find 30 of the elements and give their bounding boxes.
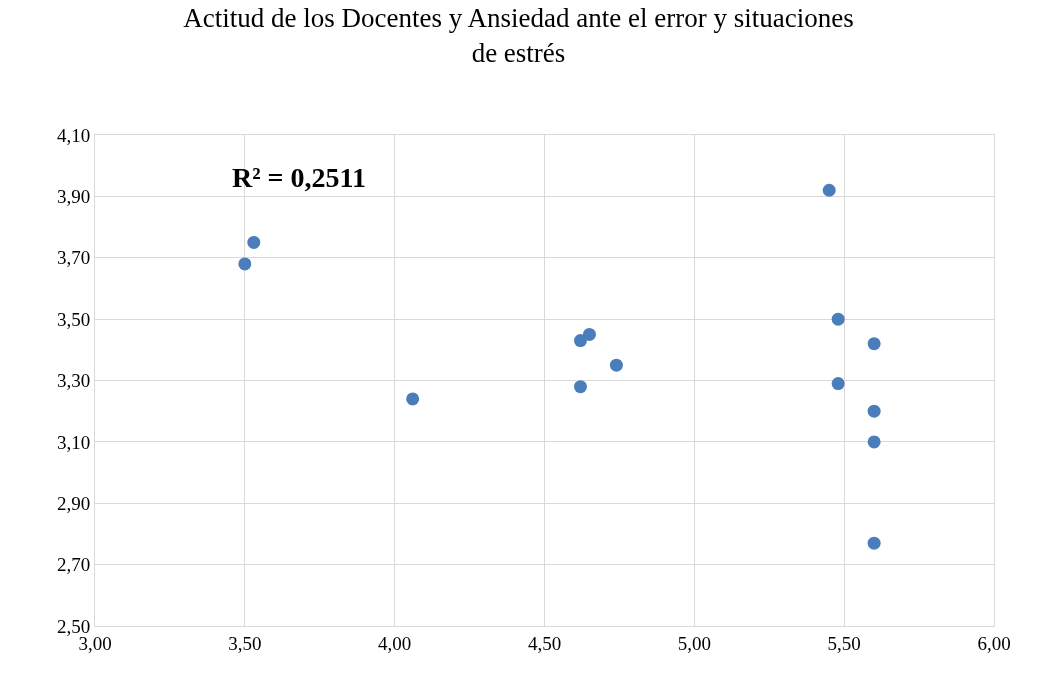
y-tick-label: 2,70 xyxy=(56,554,91,576)
x-tick-label: 5,00 xyxy=(677,632,711,654)
point xyxy=(867,536,881,550)
x-tick-label: 3,50 xyxy=(228,632,262,654)
y-tick-label: 3,70 xyxy=(56,247,91,269)
y-tick-label: 3,10 xyxy=(56,431,91,453)
point xyxy=(406,392,420,406)
y-tick-label: 4,10 xyxy=(56,124,91,146)
point xyxy=(582,327,596,341)
x-tick-label: 6,00 xyxy=(977,632,1011,654)
y-tick-label: 2,90 xyxy=(56,492,91,514)
point xyxy=(867,435,881,449)
x-tick-label: 5,50 xyxy=(827,632,861,654)
point xyxy=(822,183,836,197)
point xyxy=(609,358,623,372)
y-tick-label: 3,30 xyxy=(56,370,91,392)
point xyxy=(573,380,587,394)
y-tick-label: 3,90 xyxy=(56,186,91,208)
point xyxy=(867,337,881,351)
point xyxy=(831,312,845,326)
annotation: R² = 0,2511 xyxy=(232,162,367,193)
x-tick-label: 4,50 xyxy=(527,632,562,654)
x-tick-label: 4,00 xyxy=(378,632,412,654)
point xyxy=(238,257,252,271)
chart-title: Actitud de los Docentes y Ansiedad ante el error y situaciones de estrés xyxy=(183,3,854,69)
point xyxy=(247,235,261,249)
point xyxy=(831,377,845,391)
point xyxy=(573,334,587,348)
y-tick-label: 3,50 xyxy=(56,308,91,330)
point xyxy=(867,404,881,418)
